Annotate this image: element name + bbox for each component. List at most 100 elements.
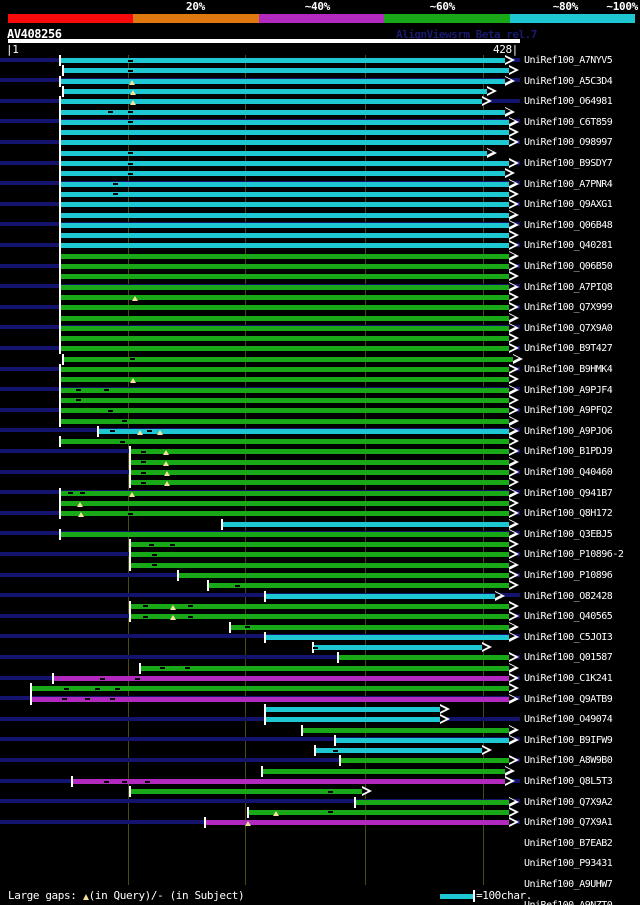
hit-bar[interactable]	[52, 673, 519, 684]
alignment-row[interactable]: UniRef100_A9TBP0	[0, 673, 640, 684]
alignment-row[interactable]: UniRef100_A7NYV5	[0, 55, 640, 66]
hit-bar[interactable]	[62, 353, 523, 365]
hit-label[interactable]: UniRef100_A9PJF4	[524, 384, 613, 396]
hit-label[interactable]: UniRef100_Q01587	[524, 652, 613, 664]
hit-label[interactable]: UniRef100_B9IFW9	[524, 734, 613, 746]
hit-bar[interactable]	[59, 240, 519, 252]
alignment-row[interactable]: UniRef100_B9HMK4	[0, 209, 640, 375]
hit-bar[interactable]	[59, 261, 519, 272]
hit-label[interactable]: UniRef100_A7PIQ8	[524, 281, 613, 293]
alignment-row[interactable]: UniRef100_Q9AXG0	[0, 497, 640, 509]
alignment-row[interactable]: UniRef100_Q7X9A2	[0, 425, 640, 807]
alignment-row[interactable]: UniRef100_Q01AY1	[0, 745, 640, 757]
alignment-row[interactable]: UniRef100_Q9M4V3	[0, 508, 640, 520]
hit-bar[interactable]	[59, 394, 519, 406]
alignment-row[interactable]: UniRef100_Q3EBJ5	[0, 291, 640, 539]
hit-label[interactable]: UniRef100_O82428	[524, 590, 613, 602]
alignment-row[interactable]: UniRef100_A7PIQ8	[0, 168, 640, 292]
alignment-row[interactable]: UniRef100_A9PJF4	[0, 219, 640, 395]
hit-bar[interactable]	[314, 745, 492, 757]
alignment-row[interactable]: UniRef100_Q9ZTO0	[0, 518, 640, 530]
hit-bar[interactable]	[59, 96, 492, 108]
hit-bar[interactable]	[177, 570, 519, 581]
hit-label[interactable]: UniRef100_A8W9B0	[524, 755, 613, 767]
hit-bar[interactable]	[71, 776, 515, 787]
hit-label[interactable]: UniRef100_Q3EBJ5	[524, 528, 613, 540]
hit-label[interactable]: UniRef100_Q8H172	[524, 508, 613, 520]
alignment-row[interactable]: UniRef100_C5Y1T6	[0, 611, 640, 623]
hit-label[interactable]: UniRef100_A5C3D4	[524, 75, 613, 87]
alignment-row[interactable]: UniRef100_C6YBD7	[0, 621, 640, 633]
alignment-row[interactable]: UniRef100_A9UHW7	[0, 467, 640, 890]
hit-label[interactable]: UniRef100_B9T427	[524, 343, 613, 355]
hit-label[interactable]: UniRef100_O64981	[524, 96, 613, 108]
hit-bar[interactable]	[129, 786, 372, 798]
hit-label[interactable]: UniRef100_Q06B48	[524, 219, 613, 231]
hit-label[interactable]: UniRef100_Q40565	[524, 611, 613, 623]
alignment-row[interactable]: UniRef100_Q308Y6	[0, 570, 640, 581]
alignment-row[interactable]: UniRef100_Q05C31	[0, 590, 640, 602]
hit-bar[interactable]	[59, 384, 519, 396]
hit-bar[interactable]	[339, 755, 519, 767]
hit-bar[interactable]	[221, 518, 519, 530]
hit-bar[interactable]	[264, 590, 505, 602]
hit-bar[interactable]	[59, 333, 519, 345]
hit-bar[interactable]	[59, 281, 519, 293]
alignment-row[interactable]: UniRef100_A5C3D4	[0, 65, 640, 86]
alignment-row[interactable]: UniRef100_A9TBN9	[0, 652, 640, 664]
hit-bar[interactable]	[59, 343, 519, 355]
hit-label[interactable]: UniRef100_Q7X9A2	[524, 796, 613, 808]
alignment-row[interactable]: UniRef100_C5Y1T5	[0, 549, 640, 561]
alignment-row[interactable]: UniRef100_Q40281	[0, 147, 640, 251]
alignment-row[interactable]: UniRef100_Q9AXG1	[0, 127, 640, 210]
alignment-row[interactable]: UniRef100_Q42450	[0, 539, 640, 551]
hit-bar[interactable]	[139, 662, 519, 674]
hit-bar[interactable]	[264, 631, 519, 643]
alignment-row[interactable]: UniRef100_P10896-2	[0, 302, 640, 560]
hit-bar[interactable]	[261, 765, 515, 777]
hit-bar[interactable]	[59, 291, 519, 303]
alignment-row[interactable]: UniRef100_B7EAB2	[0, 446, 640, 848]
hit-label[interactable]: UniRef100_C5JOI3	[524, 631, 613, 643]
hit-bar[interactable]	[129, 456, 519, 468]
alignment-row[interactable]: UniRef100_B1PDJ9	[0, 250, 640, 457]
hit-bar[interactable]	[59, 436, 519, 448]
hit-label[interactable]: UniRef100_Q7X9A0	[524, 322, 613, 334]
hit-bar[interactable]	[59, 415, 519, 427]
hit-bar[interactable]	[59, 116, 519, 128]
alignment-row[interactable]: UniRef100_P23489	[0, 817, 640, 829]
hit-bar[interactable]	[354, 796, 519, 808]
alignment-row[interactable]: UniRef100_P10896	[0, 312, 640, 581]
hit-bar[interactable]	[129, 611, 519, 623]
hit-label[interactable]: UniRef100_O98997	[524, 137, 613, 149]
alignment-row[interactable]: UniRef100_A9NV87	[0, 487, 640, 499]
hit-bar[interactable]	[264, 714, 450, 726]
hit-bar[interactable]	[229, 621, 519, 633]
hit-bar[interactable]	[30, 683, 519, 695]
hit-bar[interactable]	[337, 652, 519, 664]
alignment-row[interactable]: UniRef100_Q01587	[0, 353, 640, 663]
alignment-row[interactable]: UniRef100_Q7X9A1	[0, 436, 640, 828]
hit-bar[interactable]	[312, 642, 492, 654]
hit-label[interactable]: UniRef100_Q06B50	[524, 261, 613, 272]
hit-bar[interactable]	[59, 168, 515, 180]
hit-label[interactable]: UniRef100_B7EAB2	[524, 837, 613, 849]
hit-label[interactable]: UniRef100_A9NZT0	[524, 900, 613, 905]
hit-label[interactable]: UniRef100_A9PJO6	[524, 425, 613, 437]
hit-bar[interactable]	[59, 312, 519, 324]
hit-label[interactable]: UniRef100_Q7X9A1	[524, 817, 613, 829]
alignment-row[interactable]: UniRef100_B9HT80	[0, 600, 640, 612]
alignment-row[interactable]: UniRef100_P93431	[0, 456, 640, 869]
alignment-row[interactable]: UniRef100_B9SDY7	[0, 106, 640, 169]
hit-bar[interactable]	[129, 549, 519, 561]
hit-label[interactable]: UniRef100_P10896	[524, 570, 613, 581]
hit-bar[interactable]	[59, 199, 519, 211]
hit-bar[interactable]	[59, 302, 519, 314]
hit-label[interactable]: UniRef100_C6T859	[524, 116, 613, 128]
hit-bar[interactable]	[30, 693, 519, 705]
alignment-row[interactable]: UniRef100_O82428	[0, 322, 640, 601]
alignment-row[interactable]: UniRef100_C1K241	[0, 364, 640, 684]
hit-bar[interactable]	[59, 137, 519, 149]
hit-label[interactable]: UniRef100_Q40281	[524, 240, 613, 252]
hit-label[interactable]: UniRef100_P93431	[524, 858, 613, 870]
